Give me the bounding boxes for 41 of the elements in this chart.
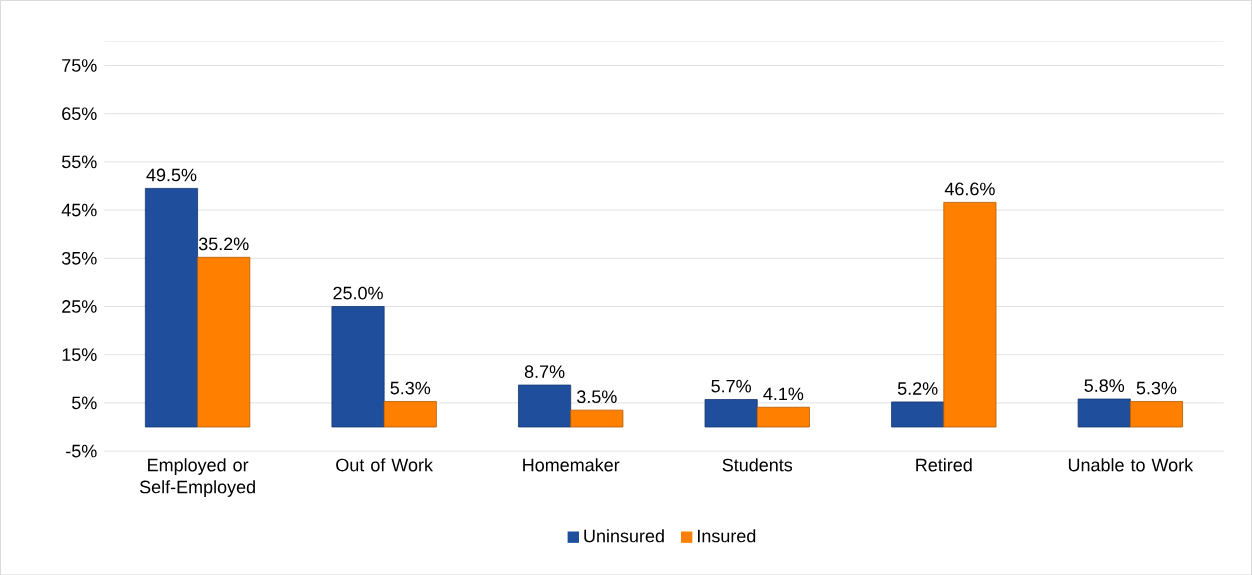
bar [1129, 400, 1183, 428]
bar [197, 256, 251, 428]
x-tick-label: Unable to Work [1068, 457, 1194, 472]
data-label: 5.3% [1136, 381, 1177, 395]
y-tick-label: 75% [62, 58, 97, 72]
x-tick-label: Homemaker [523, 457, 620, 472]
y-tick-label: 45% [61, 203, 97, 217]
bar [943, 201, 997, 428]
bar [331, 305, 385, 428]
x-tick-label: Employed or Self-Employed [139, 457, 255, 497]
bar [383, 400, 437, 428]
data-label: 4.1% [763, 387, 804, 400]
y-tick-label: -5% [66, 444, 97, 458]
data-label: 5.3% [390, 381, 431, 395]
y-tick-label: 35% [61, 251, 97, 265]
data-label: 46.6% [944, 182, 995, 196]
y-tick-label: 5% [72, 396, 97, 410]
bar [1077, 398, 1131, 428]
bar [518, 384, 572, 428]
bar [144, 187, 199, 428]
x-tick-label: Retired [916, 457, 972, 472]
data-label: 25.0% [333, 286, 383, 300]
y-tick-label: 15% [62, 348, 97, 361]
bar [570, 409, 624, 428]
data-label: 35.2% [198, 237, 249, 251]
y-tick-label: 55% [61, 155, 97, 169]
bar [704, 398, 758, 428]
data-label: 5.7% [711, 379, 751, 393]
y-tick-label: 25% [62, 299, 97, 313]
legend-label: Insured [698, 528, 756, 543]
bar [891, 401, 945, 428]
data-label: 49.5% [146, 168, 197, 182]
data-label: 5.2% [897, 381, 938, 395]
data-label: 5.8% [1084, 379, 1125, 392]
data-label: 3.5% [577, 390, 617, 403]
x-tick-label: Students [722, 457, 793, 472]
legend-label: Uninsured [584, 528, 664, 543]
x-tick-label: Out of Work [336, 457, 434, 472]
bar [756, 406, 810, 428]
y-tick-label: 65% [62, 107, 97, 120]
data-label: 8.7% [524, 365, 565, 378]
